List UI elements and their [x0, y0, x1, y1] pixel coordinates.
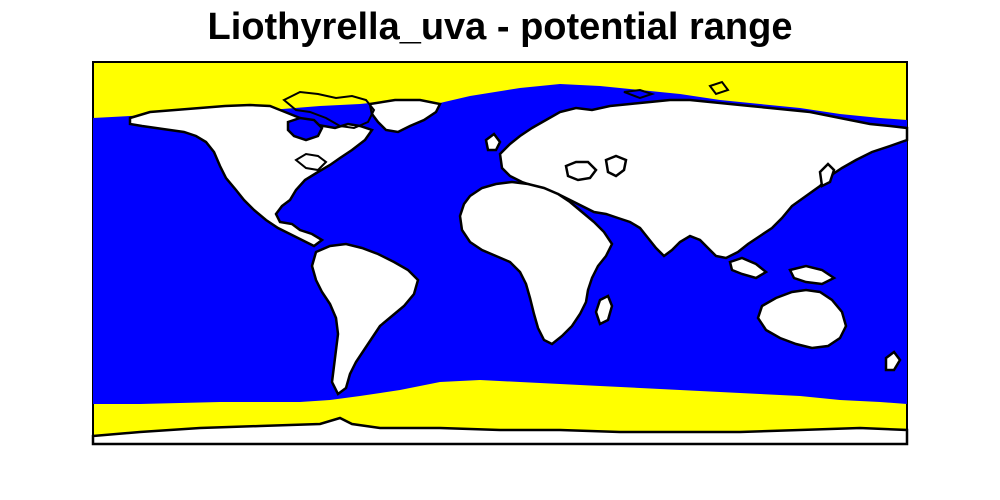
arctic-islands	[282, 90, 376, 130]
south-america	[310, 242, 420, 396]
new-guinea	[788, 264, 837, 286]
aral-sea	[604, 154, 628, 178]
greenland	[368, 98, 442, 134]
africa	[458, 180, 614, 346]
eurasia	[498, 98, 909, 260]
indonesia	[728, 256, 769, 280]
madagascar	[594, 294, 614, 326]
svalbard	[623, 88, 656, 100]
north-america	[128, 103, 374, 248]
hudson-bay	[286, 116, 324, 142]
new-zealand	[884, 350, 902, 372]
caspian-sea	[564, 160, 598, 182]
map-title: Liothyrella_uva - potential range	[207, 6, 793, 48]
antarctica	[91, 416, 909, 446]
british-isles	[484, 132, 502, 152]
great-lakes	[294, 152, 328, 172]
novaya-zemlya	[708, 80, 730, 96]
japan	[818, 162, 836, 188]
australia	[756, 288, 848, 350]
